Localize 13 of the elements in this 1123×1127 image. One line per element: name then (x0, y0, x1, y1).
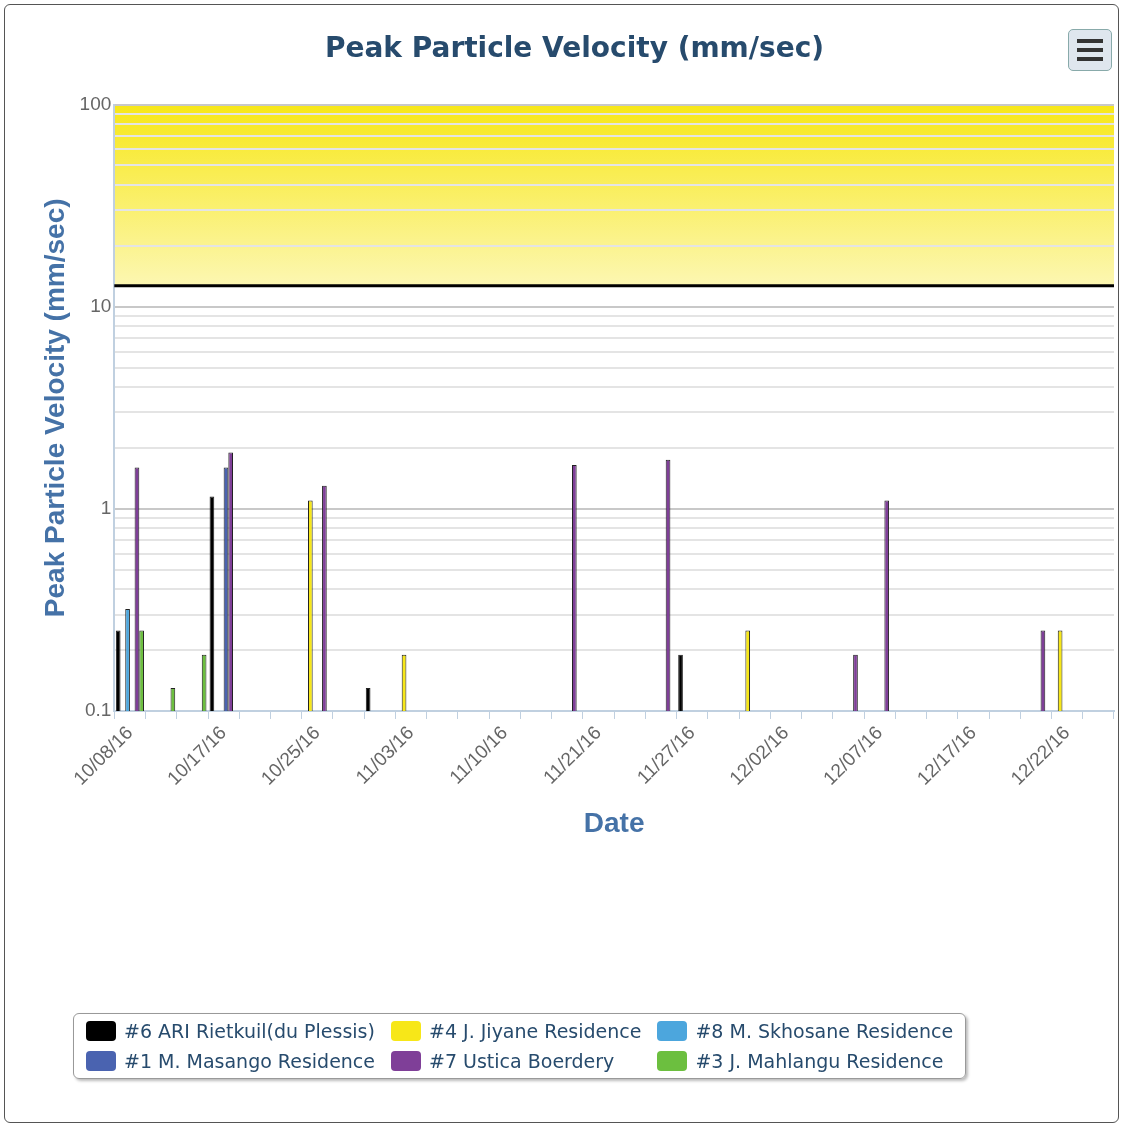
y-tick-label: 1 (100, 497, 112, 519)
legend-label: #4 J. Jiyane Residence (429, 1020, 642, 1042)
y-tick-label: 0.1 (84, 699, 112, 721)
legend-label: #3 J. Mahlangu Residence (695, 1050, 944, 1072)
y-axis-title: Peak Particle Velocity (mm/sec) (38, 198, 70, 618)
y-tick-label: 100 (79, 92, 112, 114)
legend-label: #6 ARI Rietkuil(du Plessis) (124, 1020, 375, 1042)
x-axis-title: Date (583, 806, 645, 838)
chart-title: Peak Particle Velocity (mm/sec) (324, 31, 825, 65)
legend-label: #1 M. Masango Residence (124, 1050, 376, 1072)
legend-label: #7 Ustica Boerdery (429, 1050, 615, 1072)
y-tick-label: 10 (90, 294, 112, 316)
legend-label: #8 M. Skhosane Residence (695, 1020, 954, 1042)
